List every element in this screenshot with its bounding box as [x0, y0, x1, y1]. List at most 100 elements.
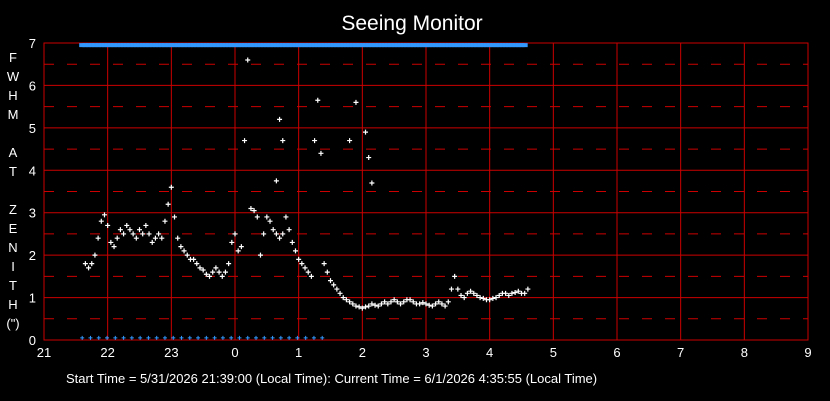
status-mark — [432, 43, 439, 48]
data-point — [343, 297, 349, 303]
status-mark — [356, 43, 363, 48]
status-mark — [263, 43, 270, 48]
bottom-mark — [254, 335, 259, 340]
data-point — [490, 295, 496, 301]
data-point — [197, 265, 203, 271]
status-mark — [79, 43, 86, 48]
status-mark — [286, 43, 293, 48]
data-point — [117, 227, 123, 233]
data-point — [468, 288, 474, 294]
data-point — [254, 214, 260, 220]
status-mark — [470, 43, 477, 48]
x-tick-label: 1 — [295, 345, 302, 360]
data-point — [461, 295, 467, 301]
data-point — [347, 299, 353, 305]
status-mark — [343, 43, 350, 48]
status-mark — [324, 43, 331, 48]
data-point — [92, 252, 98, 258]
data-point — [445, 299, 451, 305]
data-point — [299, 261, 305, 267]
status-mark — [136, 43, 143, 48]
y-label-letter: T — [9, 278, 17, 293]
y-axis-ticks: 0 1 2 3 4 5 6 7 — [29, 36, 36, 348]
status-mark — [88, 43, 95, 48]
status-mark — [98, 43, 105, 48]
data-point — [378, 301, 384, 307]
data-point — [474, 292, 480, 298]
status-mark — [146, 43, 153, 48]
status-mark — [254, 43, 261, 48]
status-mark — [359, 43, 366, 48]
bottom-mark — [270, 335, 275, 340]
data-point — [149, 239, 155, 245]
data-point — [98, 218, 104, 224]
status-mark — [289, 43, 296, 48]
status-mark — [184, 43, 191, 48]
status-mark — [454, 43, 461, 48]
status-mark — [123, 43, 130, 48]
data-point — [372, 302, 378, 308]
status-mark — [193, 43, 200, 48]
data-point — [264, 214, 270, 220]
bottom-mark — [311, 335, 316, 340]
data-point — [286, 227, 292, 233]
data-point — [477, 295, 483, 301]
status-mark — [397, 43, 404, 48]
data-point — [296, 256, 302, 262]
status-mark — [216, 43, 223, 48]
data-point — [270, 227, 276, 233]
chart-grid — [43, 42, 809, 341]
status-mark — [171, 43, 178, 48]
status-mark — [451, 43, 458, 48]
status-mark — [149, 43, 156, 48]
data-point — [436, 299, 442, 305]
status-mark — [158, 43, 165, 48]
x-tick-label: 22 — [100, 345, 114, 360]
data-point — [385, 301, 391, 307]
data-point — [391, 297, 397, 303]
y-tick-label: 0 — [29, 333, 36, 348]
data-point — [334, 286, 340, 292]
status-mark — [464, 43, 471, 48]
data-point — [289, 239, 295, 245]
data-point — [137, 227, 142, 233]
status-mark — [104, 43, 111, 48]
data-point — [178, 244, 184, 250]
bottom-mark — [146, 335, 151, 340]
bottom-mark — [229, 335, 234, 340]
status-mark — [232, 43, 238, 48]
status-mark — [505, 43, 512, 48]
y-label-letter: F — [9, 50, 17, 65]
status-mark — [130, 43, 137, 48]
data-point — [350, 301, 356, 307]
data-point — [426, 302, 432, 308]
data-point — [321, 261, 327, 267]
data-point — [429, 303, 435, 309]
status-mark — [496, 43, 503, 48]
data-point — [108, 239, 114, 245]
status-mark — [292, 43, 299, 48]
status-mark — [82, 43, 89, 48]
data-point — [210, 269, 216, 275]
status-mark — [302, 43, 309, 48]
status-mark — [423, 43, 429, 48]
status-mark — [260, 43, 267, 48]
status-mark — [177, 43, 184, 48]
data-point — [114, 235, 120, 241]
status-mark — [206, 43, 213, 48]
data-point — [363, 129, 369, 135]
data-point — [369, 301, 375, 307]
y-tick-label: 7 — [29, 36, 36, 51]
status-mark — [101, 43, 108, 48]
data-point — [273, 231, 279, 237]
data-point — [305, 269, 311, 275]
status-mark — [174, 43, 181, 48]
y-label-letter: N — [8, 240, 17, 255]
status-mark — [483, 43, 490, 48]
status-mark — [311, 43, 318, 48]
data-point — [238, 244, 244, 250]
data-point — [152, 235, 158, 241]
status-mark — [187, 43, 194, 48]
status-mark — [435, 43, 442, 48]
